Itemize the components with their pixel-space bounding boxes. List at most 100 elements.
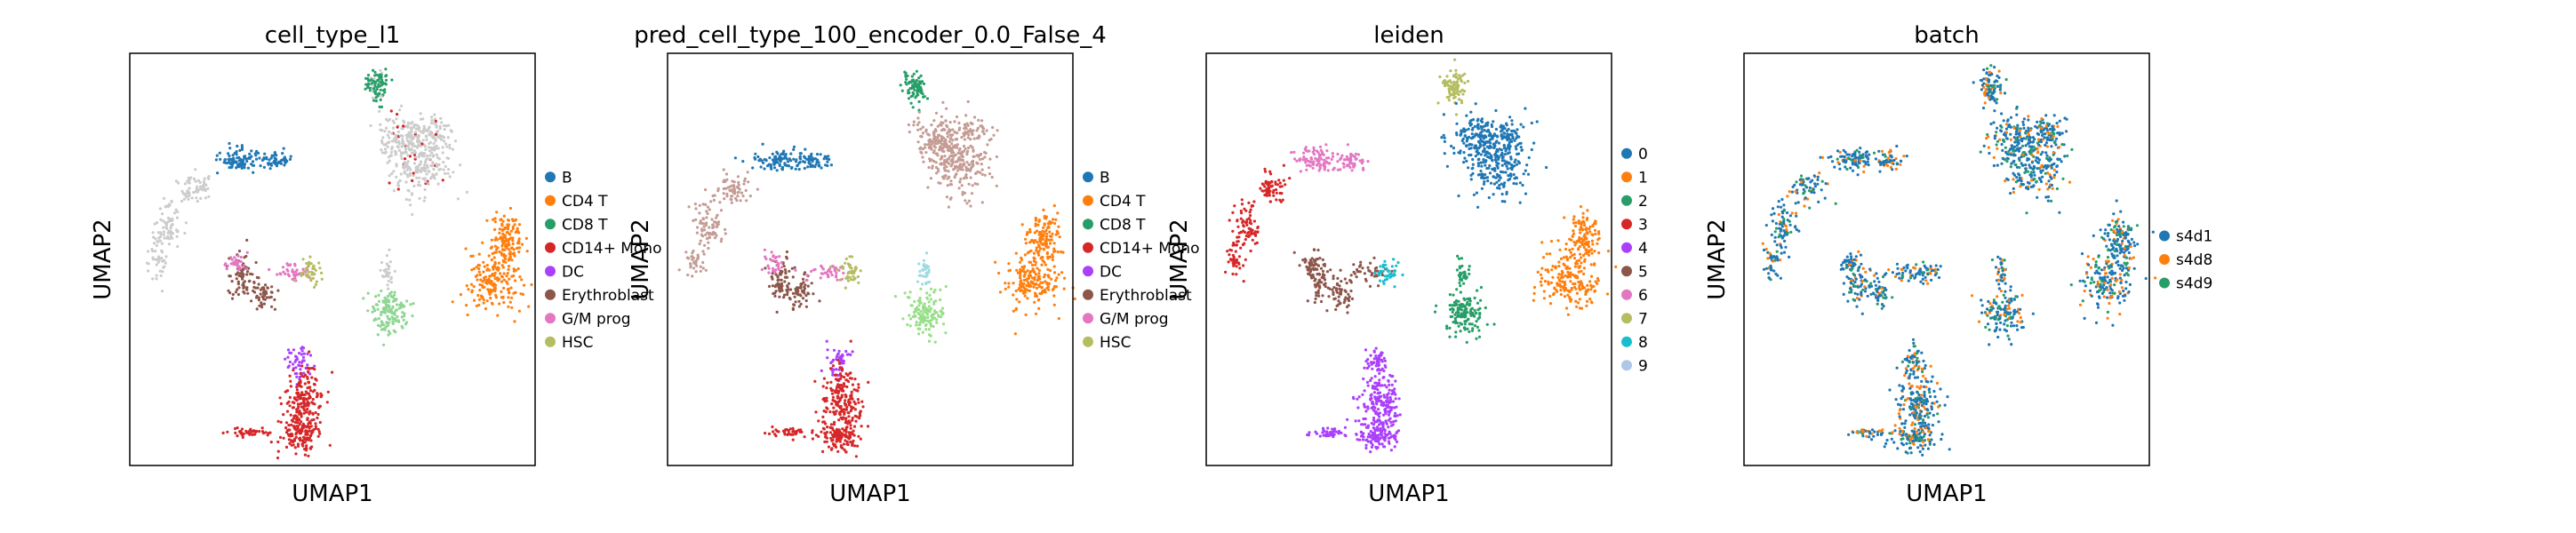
data-point [326, 390, 330, 394]
data-point [295, 431, 299, 434]
data-point [700, 233, 703, 236]
data-point [844, 372, 848, 376]
data-point [241, 277, 244, 281]
data-point [398, 108, 402, 112]
data-point [282, 270, 285, 274]
data-point [288, 404, 292, 408]
data-point [400, 156, 404, 161]
data-point [1547, 282, 1550, 286]
data-point [433, 113, 436, 116]
data-point [1471, 163, 1475, 166]
data-point [384, 68, 388, 71]
data-point [1590, 239, 1594, 243]
data-point [252, 280, 256, 284]
data-point [1259, 187, 1262, 190]
data-point [476, 263, 480, 267]
data-point [1015, 298, 1019, 301]
legend-label: CD14+ Mono [562, 240, 661, 258]
data-point [423, 195, 427, 199]
data-point [969, 144, 972, 147]
data-point [1516, 160, 1520, 163]
data-point [366, 74, 371, 77]
data-point [289, 413, 292, 417]
data-point [417, 143, 420, 147]
data-point [183, 182, 187, 186]
data-point [829, 423, 834, 426]
data-point [374, 295, 378, 298]
data-point [956, 131, 959, 135]
data-point [961, 190, 964, 194]
data-point [484, 306, 488, 311]
data-point [257, 296, 260, 299]
data-point [432, 142, 436, 146]
data-point [311, 411, 315, 415]
data-point [1587, 245, 1591, 249]
data-point [403, 170, 406, 173]
data-point [837, 362, 842, 365]
data-point [1022, 270, 1026, 274]
data-point [987, 166, 991, 170]
data-point [1590, 248, 1594, 251]
data-point [390, 78, 394, 82]
data-point [949, 164, 953, 168]
data-point [493, 217, 497, 220]
data-point [380, 313, 383, 316]
data-point [940, 309, 943, 313]
data-point [1493, 169, 1497, 172]
data-point [964, 131, 968, 135]
data-point [823, 271, 827, 274]
data-point [939, 145, 942, 148]
data-point [913, 84, 916, 88]
data-point [388, 136, 391, 139]
data-point [414, 169, 418, 172]
data-point [1329, 268, 1332, 272]
data-point [301, 444, 305, 448]
data-point [919, 74, 923, 77]
data-point [686, 273, 690, 277]
data-point [435, 172, 438, 176]
data-point [441, 146, 444, 149]
data-point [1470, 132, 1474, 136]
data-point [951, 128, 955, 131]
data-point [936, 141, 940, 146]
data-point [448, 143, 452, 147]
data-point [511, 252, 515, 256]
data-point [448, 175, 452, 179]
data-point [1043, 273, 1047, 276]
data-point [1541, 256, 1546, 259]
data-point [308, 436, 311, 440]
data-point [298, 422, 301, 426]
data-point [1575, 305, 1579, 308]
data-point [234, 431, 237, 434]
data-point [1276, 183, 1279, 187]
data-point [293, 262, 297, 266]
data-point [1482, 182, 1486, 186]
data-point [910, 75, 914, 78]
data-point [1495, 139, 1499, 143]
data-point [1584, 227, 1588, 232]
data-point [285, 262, 289, 266]
data-point [1508, 115, 1512, 119]
data-point [1020, 279, 1023, 282]
data-point [857, 434, 860, 438]
data-point [241, 162, 244, 165]
data-point [1461, 137, 1465, 140]
data-point [804, 298, 808, 303]
data-point [373, 74, 377, 77]
data-point [713, 194, 716, 197]
data-point [924, 316, 927, 320]
data-point [913, 88, 916, 91]
data-point [932, 140, 935, 144]
data-point [506, 272, 509, 275]
data-point [1045, 282, 1049, 285]
data-point [309, 262, 313, 266]
data-point [199, 185, 203, 188]
data-point [307, 270, 310, 274]
data-point [823, 155, 827, 158]
data-point [1518, 201, 1522, 204]
data-point [310, 273, 314, 276]
data-point [1469, 110, 1473, 114]
data-point [368, 86, 372, 90]
data-point [1228, 253, 1231, 257]
data-point [1508, 162, 1511, 165]
